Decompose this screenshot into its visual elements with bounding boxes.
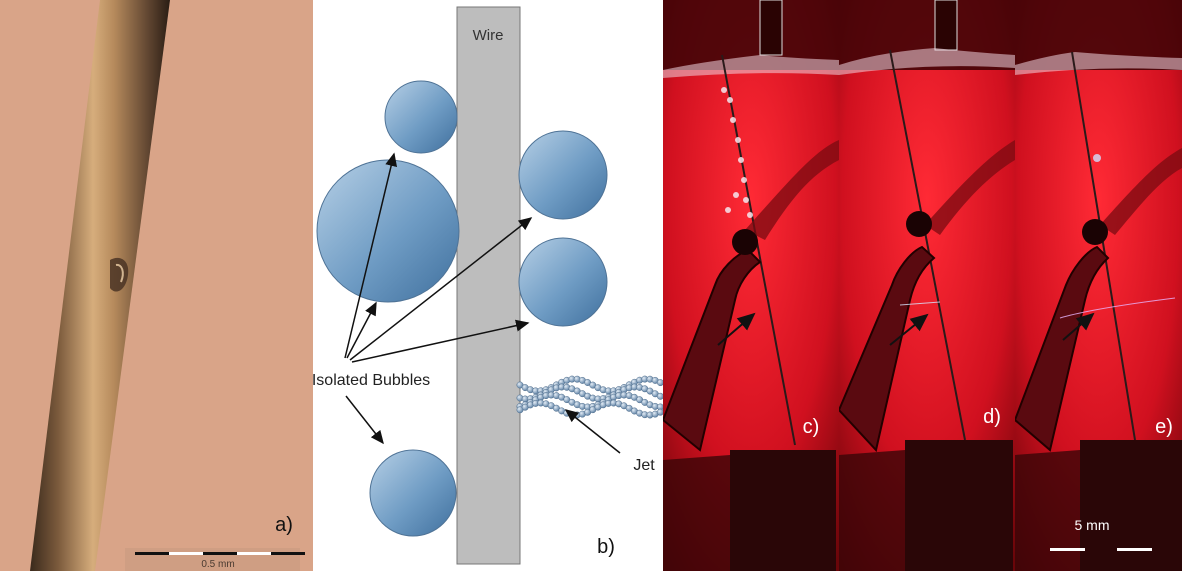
bubble-arrow	[351, 319, 530, 363]
bubble-highlight	[733, 192, 739, 198]
bubble-highlight	[743, 197, 749, 203]
bubble-arrow	[344, 152, 398, 359]
arrow	[889, 313, 929, 346]
scale-bar-segment	[1117, 548, 1152, 551]
isolated-bubble	[518, 237, 608, 327]
jet-label: Jet	[633, 457, 655, 474]
panel-e: e) 5 mm	[1015, 0, 1182, 571]
jet-bubble-stream	[516, 375, 664, 419]
jet-bubble	[656, 408, 664, 416]
scale-bar-segment	[237, 552, 271, 555]
bubble-arrow	[346, 301, 377, 359]
panel-a: 0.5 mm a)	[0, 0, 313, 571]
electrode-block	[905, 440, 1013, 571]
jet-bubble	[656, 379, 664, 387]
panel-b: Wire Isolated Bubbles Jet b)	[312, 6, 664, 565]
tube	[839, 245, 936, 453]
panel-a-label: a)	[275, 514, 293, 536]
bubble-highlight	[725, 207, 731, 213]
isolated-bubble	[369, 449, 457, 537]
bubble-arrow	[345, 395, 384, 445]
bubble-highlight	[721, 87, 727, 93]
scale-bar-segment	[169, 552, 203, 555]
wire-label: Wire	[473, 27, 504, 44]
wire-micrograph	[30, 0, 170, 571]
isolated-bubble	[518, 130, 608, 220]
wire	[889, 49, 966, 441]
panel-d: d)	[839, 0, 1015, 571]
wire	[1071, 51, 1136, 441]
panel-c-label: c)	[803, 416, 820, 438]
panel-c: c)	[663, 0, 839, 571]
panel-b-label: b)	[597, 536, 615, 558]
scale-bar-segment	[271, 552, 305, 555]
wire-schematic	[456, 6, 521, 565]
bubble-highlight	[741, 177, 747, 183]
jet-arrow	[564, 409, 621, 454]
scale-bar-segment	[1050, 548, 1085, 551]
tube	[1015, 245, 1110, 452]
wire-defect	[110, 257, 129, 292]
tube	[663, 248, 762, 452]
electrode-block	[730, 450, 836, 571]
isolated-bubbles-label: Isolated Bubbles	[312, 372, 430, 389]
jet-bubble	[656, 392, 664, 400]
electrode-block	[1080, 440, 1182, 571]
panel-d-label: d)	[983, 406, 1001, 428]
scale-bar-text: 5 mm	[1075, 517, 1110, 533]
bubble-highlight	[730, 117, 736, 123]
scale-bar-text: 0.5 mm	[201, 559, 234, 570]
isolated-bubble	[384, 80, 458, 154]
panel-e-label: e)	[1155, 416, 1173, 438]
bubble-highlight	[738, 157, 744, 163]
arrow	[717, 312, 756, 346]
bubble-highlight	[727, 97, 733, 103]
arrow	[1062, 312, 1095, 341]
bubble-highlight	[735, 137, 741, 143]
scale-bar-segment	[135, 552, 169, 555]
scale-bar-segment	[203, 552, 237, 555]
bubble-highlight	[747, 212, 753, 218]
bubble-arrow	[349, 217, 533, 361]
